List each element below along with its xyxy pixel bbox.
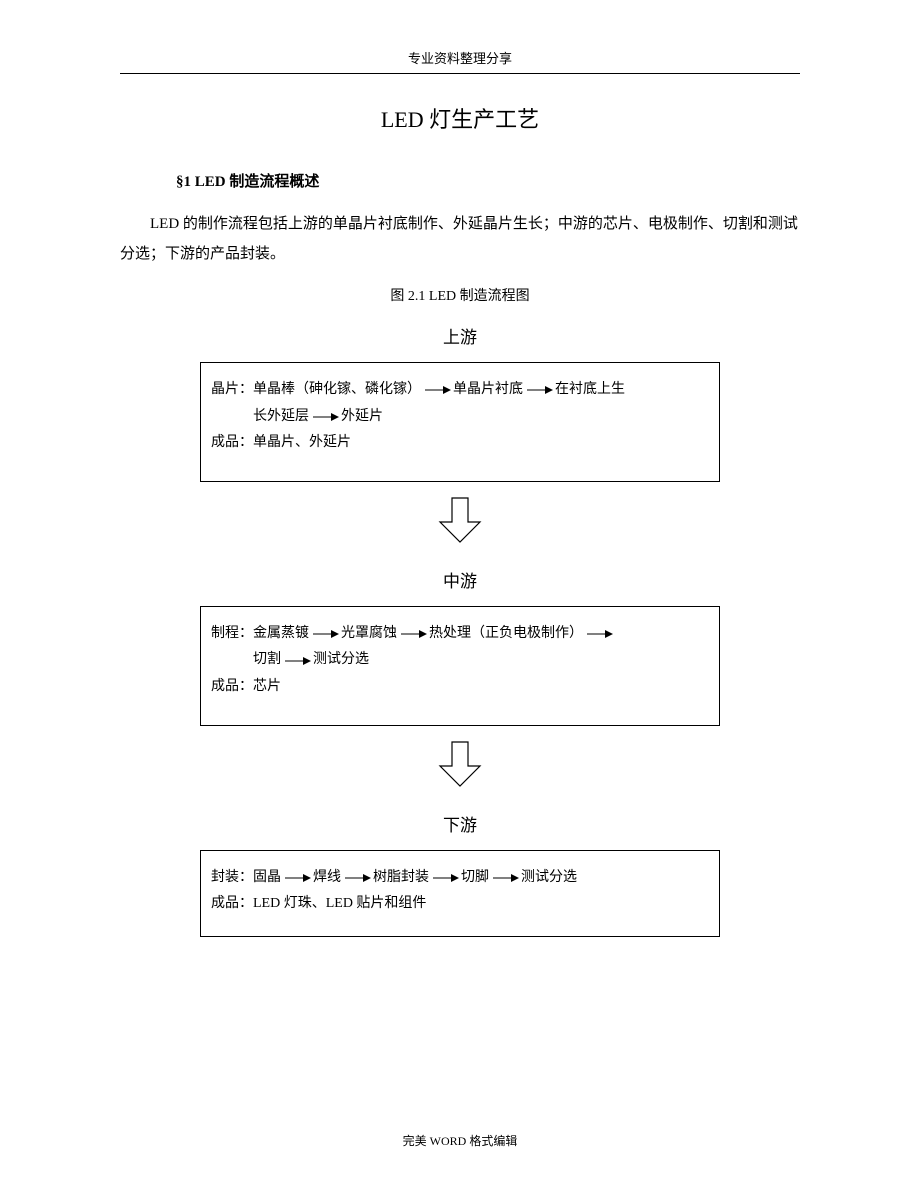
- arrow-right-icon: [399, 628, 427, 640]
- upstream-text-1b: 单晶片衬底: [453, 377, 523, 404]
- midstream-line3: 成品：芯片: [211, 674, 709, 701]
- header-text: 专业资料整理分享: [408, 51, 512, 66]
- downstream-text-1c: 树脂封装: [373, 865, 429, 892]
- arrow-down-icon: [438, 740, 482, 788]
- downstream-text-1b: 焊线: [313, 865, 341, 892]
- arrow-right-icon: [311, 411, 339, 423]
- upstream-text-2b: 外延片: [341, 404, 383, 431]
- page-header: 专业资料整理分享: [0, 0, 920, 67]
- upstream-line1: 晶片：单晶棒（砷化镓、磷化镓） 单晶片衬底 在衬底上生: [211, 377, 709, 404]
- upstream-line2: 长外延层 外延片: [211, 404, 709, 431]
- body-paragraph: LED 的制作流程包括上游的单晶片衬底制作、外延晶片生长；中游的芯片、电极制作、…: [120, 209, 800, 269]
- midstream-line1: 制程：金属蒸镀 光罩腐蚀 热处理（正负电极制作）: [211, 621, 709, 648]
- flow-box-midstream: 制程：金属蒸镀 光罩腐蚀 热处理（正负电极制作） 切割 测试分选 成品：芯片: [200, 606, 720, 726]
- footer-text: 完美 WORD 格式编辑: [403, 1134, 518, 1148]
- upstream-text-1c: 在衬底上生: [555, 377, 625, 404]
- down-arrow-2: [0, 740, 920, 793]
- midstream-text-2a: 切割: [253, 647, 281, 674]
- arrow-right-icon: [283, 872, 311, 884]
- flow-box-upstream: 晶片：单晶棒（砷化镓、磷化镓） 单晶片衬底 在衬底上生 长外延层 外延片 成品：…: [200, 362, 720, 482]
- arrow-right-icon: [343, 872, 371, 884]
- arrow-right-icon: [491, 872, 519, 884]
- midstream-text-2b: 测试分选: [313, 647, 369, 674]
- figure-caption: 图 2.1 LED 制造流程图: [0, 285, 920, 305]
- downstream-line2: 成品：LED 灯珠、LED 贴片和组件: [211, 891, 709, 918]
- upstream-line3: 成品：单晶片、外延片: [211, 430, 709, 457]
- midstream-text-1a: 制程：金属蒸镀: [211, 621, 309, 648]
- stage-label-downstream: 下游: [0, 811, 920, 836]
- arrow-right-icon: [311, 628, 339, 640]
- upstream-text-1a: 晶片：单晶棒（砷化镓、磷化镓）: [211, 377, 421, 404]
- midstream-line2: 切割 测试分选: [211, 647, 709, 674]
- arrow-right-icon: [525, 384, 553, 396]
- arrow-right-icon: [283, 655, 311, 667]
- arrow-right-icon: [431, 872, 459, 884]
- downstream-line1: 封装：固晶 焊线 树脂封装 切脚 测试分选: [211, 865, 709, 892]
- arrow-down-icon: [438, 496, 482, 544]
- stage-label-upstream: 上游: [0, 323, 920, 348]
- downstream-text-1d: 切脚: [461, 865, 489, 892]
- stage-label-midstream: 中游: [0, 567, 920, 592]
- document-title: LED 灯生产工艺: [0, 102, 920, 134]
- page-footer: 完美 WORD 格式编辑: [0, 1132, 920, 1149]
- section-number: §1: [176, 174, 191, 190]
- down-arrow-1: [0, 496, 920, 549]
- downstream-text-1e: 测试分选: [521, 865, 577, 892]
- arrow-right-icon: [585, 628, 613, 640]
- downstream-text-1a: 封装：固晶: [211, 865, 281, 892]
- midstream-text-1b: 光罩腐蚀: [341, 621, 397, 648]
- upstream-text-2a: 长外延层: [253, 404, 309, 431]
- flow-box-downstream: 封装：固晶 焊线 树脂封装 切脚 测试分选 成品：LED 灯珠、LED 贴片和组…: [200, 850, 720, 937]
- header-line: [120, 73, 800, 74]
- arrow-right-icon: [423, 384, 451, 396]
- section-heading: §1 LED 制造流程概述: [176, 170, 920, 191]
- section-heading-text: LED 制造流程概述: [195, 174, 320, 190]
- midstream-text-1c: 热处理（正负电极制作）: [429, 621, 583, 648]
